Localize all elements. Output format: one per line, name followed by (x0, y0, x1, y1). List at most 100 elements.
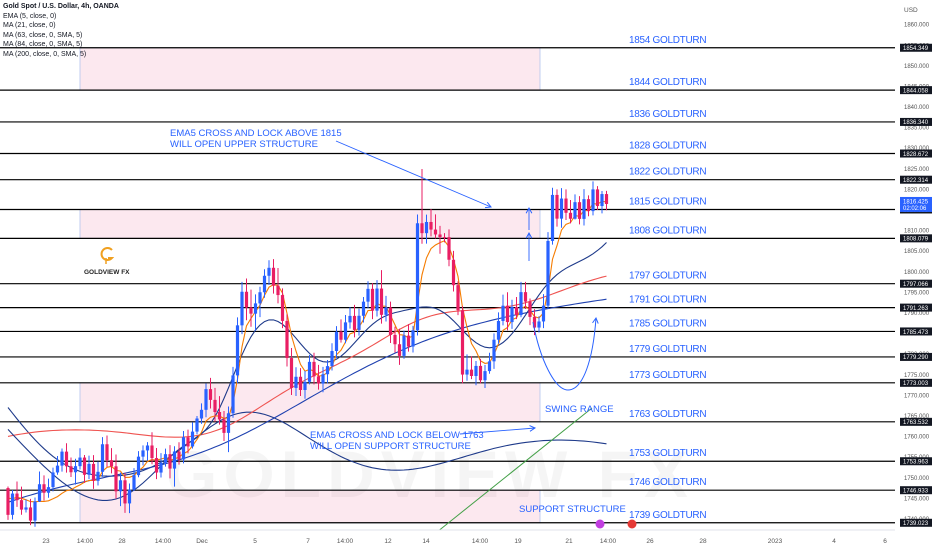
candle[interactable] (82, 454, 87, 483)
candle[interactable] (492, 333, 496, 369)
candle[interactable] (429, 208, 433, 237)
candle[interactable] (600, 190, 604, 214)
candle[interactable] (393, 326, 397, 353)
candle[interactable] (519, 281, 523, 318)
candle[interactable] (456, 281, 460, 316)
candle[interactable] (28, 498, 33, 526)
candle[interactable] (465, 354, 469, 381)
candle[interactable] (231, 366, 235, 418)
candle[interactable] (109, 448, 114, 474)
candle[interactable] (573, 194, 577, 220)
candle[interactable] (145, 442, 150, 461)
candle[interactable] (325, 359, 330, 384)
candle[interactable] (123, 472, 127, 513)
candle[interactable] (60, 448, 64, 472)
candle[interactable] (141, 445, 145, 466)
candle[interactable] (541, 294, 546, 329)
candle[interactable] (352, 304, 357, 338)
candle[interactable] (496, 312, 501, 344)
candle[interactable] (199, 403, 204, 424)
candle[interactable] (6, 486, 10, 520)
candle[interactable] (546, 232, 550, 309)
candle[interactable] (33, 497, 37, 527)
candle[interactable] (51, 467, 55, 492)
candle[interactable] (375, 280, 379, 317)
candle[interactable] (397, 328, 402, 365)
candle[interactable] (424, 214, 429, 244)
candle[interactable] (568, 200, 573, 224)
candle[interactable] (361, 296, 366, 323)
price-axis[interactable]: USD1860.0001855.0001850.0001845.0001840.… (895, 0, 932, 550)
event-marker-icon[interactable] (595, 519, 605, 529)
candle[interactable] (24, 499, 28, 513)
candle[interactable] (303, 370, 307, 399)
candle[interactable] (433, 214, 438, 239)
indicator-ma21[interactable]: MA (21, close, 0) (3, 22, 56, 30)
candle[interactable] (19, 486, 24, 515)
candle[interactable] (100, 437, 105, 477)
candle[interactable] (181, 431, 186, 464)
candle[interactable] (321, 366, 325, 393)
candle[interactable] (591, 181, 595, 216)
candle[interactable] (132, 468, 136, 492)
candle[interactable] (388, 301, 393, 343)
candle[interactable] (294, 367, 298, 396)
candle[interactable] (604, 190, 609, 211)
candle[interactable] (168, 445, 172, 479)
candle[interactable] (64, 443, 69, 473)
candle[interactable] (258, 286, 262, 318)
candle[interactable] (537, 316, 541, 333)
candle[interactable] (334, 326, 339, 359)
candle[interactable] (442, 233, 447, 243)
candle[interactable] (105, 435, 109, 467)
candle[interactable] (312, 352, 316, 385)
indicator-ma200[interactable]: MA (200, close, 0, SMA, 5) (3, 50, 87, 58)
candle[interactable] (402, 330, 406, 359)
candle[interactable] (249, 289, 253, 327)
candle[interactable] (235, 317, 240, 384)
candle[interactable] (159, 453, 163, 478)
candle[interactable] (343, 314, 348, 344)
candle[interactable] (478, 358, 483, 384)
candle[interactable] (447, 229, 451, 267)
candle[interactable] (285, 314, 289, 367)
candle[interactable] (217, 396, 222, 425)
candle[interactable] (316, 364, 321, 390)
indicator-ema5[interactable]: EMA (5, close, 0) (3, 12, 57, 20)
candle[interactable] (96, 461, 100, 486)
candle[interactable] (330, 343, 334, 371)
candle[interactable] (487, 352, 492, 374)
candle[interactable] (357, 308, 361, 336)
candle[interactable] (307, 354, 312, 385)
candle[interactable] (222, 410, 226, 442)
candle[interactable] (582, 189, 586, 226)
candle[interactable] (595, 186, 600, 211)
candle[interactable] (271, 259, 276, 294)
candle[interactable] (226, 406, 231, 453)
candle[interactable] (379, 270, 384, 324)
candle[interactable] (69, 457, 73, 478)
candle[interactable] (73, 458, 78, 485)
candle[interactable] (91, 455, 96, 489)
symbol-title[interactable]: Gold Spot / U.S. Dollar, 4h, OANDA (3, 3, 119, 10)
candle[interactable] (195, 416, 199, 435)
candle[interactable] (253, 294, 258, 331)
candle[interactable] (550, 187, 555, 245)
candle[interactable] (267, 260, 271, 286)
candle[interactable] (514, 296, 519, 320)
candle[interactable] (280, 288, 285, 329)
candle[interactable] (577, 196, 582, 225)
candle[interactable] (523, 281, 528, 309)
candle[interactable] (528, 298, 532, 326)
candle[interactable] (406, 324, 411, 352)
candle[interactable] (510, 299, 514, 329)
candle[interactable] (451, 250, 456, 292)
candle[interactable] (118, 472, 123, 507)
candle[interactable] (213, 387, 217, 422)
candle[interactable] (150, 432, 154, 465)
candle[interactable] (154, 447, 159, 480)
candle[interactable] (384, 295, 388, 322)
indicator-ma84[interactable]: MA (84, close, 0, SMA, 5) (3, 41, 83, 49)
